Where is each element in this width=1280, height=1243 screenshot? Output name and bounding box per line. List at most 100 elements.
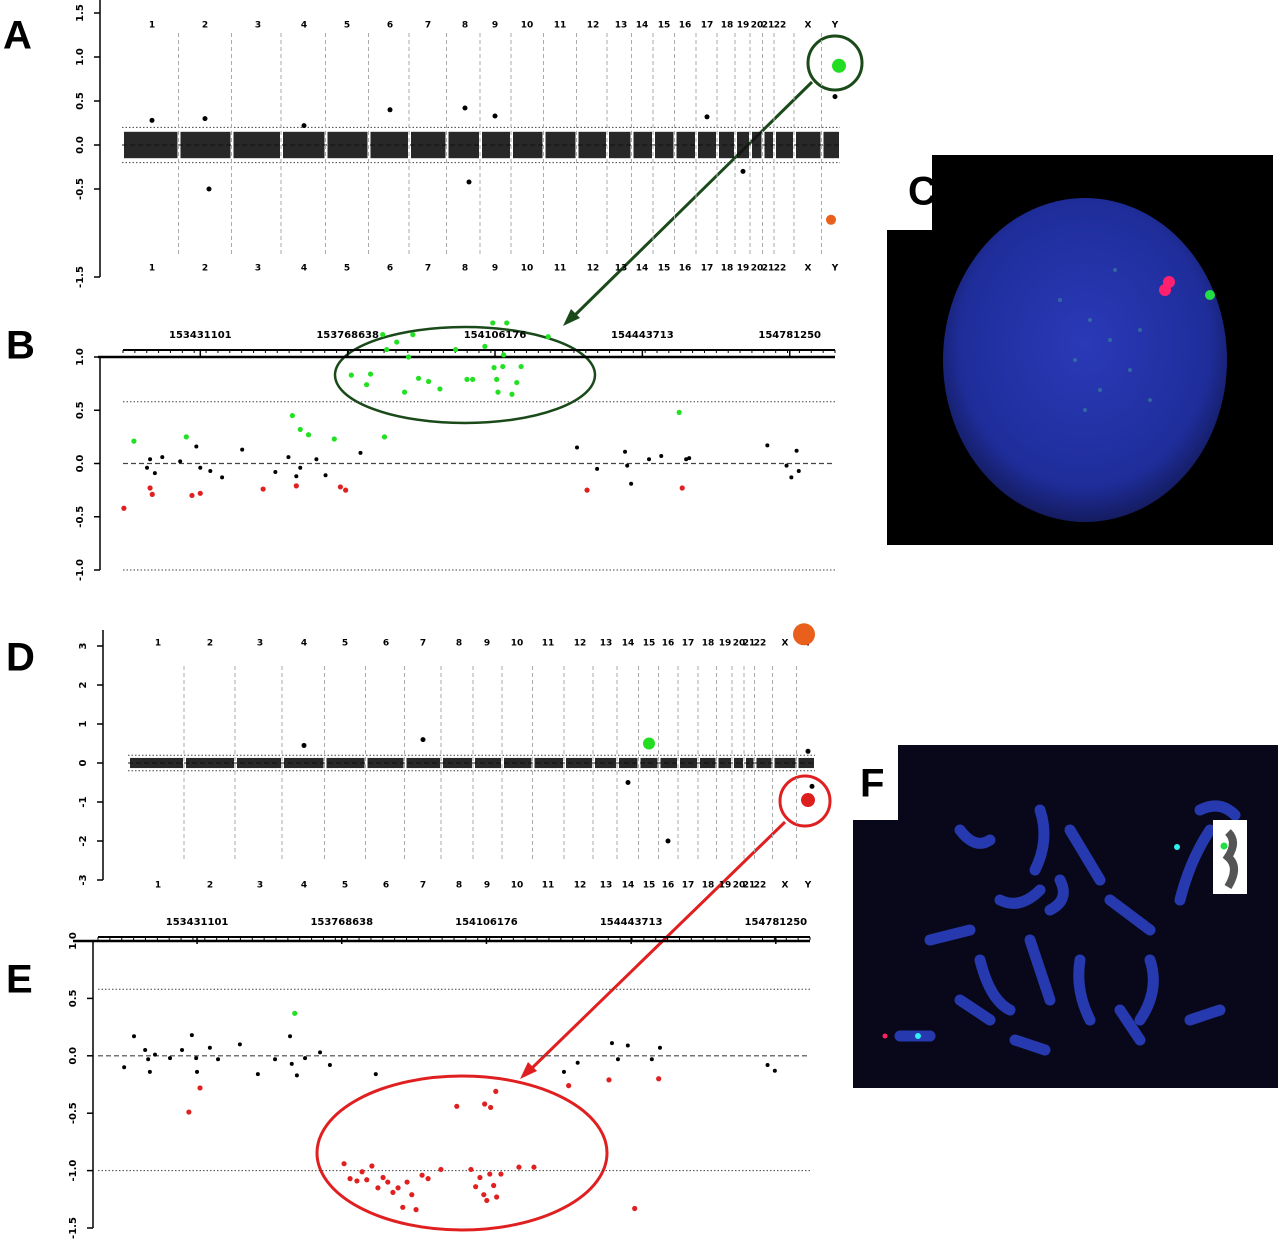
data-point [318, 1050, 323, 1055]
y-tick-label: 1.0 [75, 48, 86, 66]
probe-band [283, 131, 325, 159]
data-point [516, 1164, 522, 1170]
data-point [363, 382, 370, 388]
category-label: 21 [762, 264, 775, 274]
data-point [575, 1060, 580, 1065]
category-label: 3 [255, 21, 261, 31]
category-label: 16 [679, 264, 692, 274]
probe-band [798, 757, 814, 769]
data-point [514, 379, 520, 386]
data-point [122, 1065, 127, 1070]
category-label: 3 [257, 639, 263, 649]
data-point [359, 1169, 365, 1175]
category-label: 7 [420, 881, 426, 891]
data-point [796, 468, 801, 473]
data-point [649, 1057, 654, 1062]
y-tick-label: -2 [78, 835, 89, 846]
category-label: 19 [737, 264, 750, 274]
data-point [419, 1172, 425, 1178]
category-label: 12 [587, 21, 600, 31]
data-point [466, 179, 472, 185]
data-point [255, 1072, 260, 1077]
data-point [684, 457, 689, 462]
panel-label: D [6, 636, 35, 680]
data-point [704, 114, 710, 120]
data-point [373, 1072, 378, 1077]
category-label: 1 [155, 881, 161, 891]
data-point [438, 1166, 444, 1173]
category-label: 9 [492, 264, 498, 274]
annotations [315, 34, 864, 1232]
data-point [323, 473, 328, 478]
data-point [298, 465, 303, 470]
data-point [189, 1033, 194, 1038]
category-label: 18 [702, 639, 715, 649]
category-label: Y [804, 881, 812, 891]
category-label: 5 [344, 264, 350, 274]
x-tick-label: 154781250 [745, 917, 808, 928]
category-label: 21 [743, 639, 756, 649]
category-label: 17 [701, 264, 714, 274]
data-point [314, 457, 319, 462]
probe-band [680, 757, 697, 769]
data-point [494, 376, 500, 382]
x-tick-label: 153431101 [166, 917, 229, 928]
probe-band [655, 131, 674, 159]
category-label: 15 [658, 21, 671, 31]
y-tick-label: -1 [78, 796, 89, 807]
data-point [464, 376, 470, 382]
data-point [632, 1205, 638, 1212]
category-label: Y [831, 264, 839, 274]
category-label: 15 [643, 639, 656, 649]
category-label: 1 [149, 264, 155, 274]
probe-band [448, 131, 479, 159]
data-point [237, 1042, 242, 1047]
probe-band [130, 757, 183, 769]
probe-band [737, 131, 749, 159]
data-point [240, 447, 245, 452]
probe-band [566, 757, 592, 769]
data-point [367, 371, 374, 377]
data-point [337, 484, 343, 490]
category-label: 11 [542, 881, 555, 891]
data-point [765, 1062, 770, 1067]
category-label: 12 [574, 881, 587, 891]
data-point [180, 1048, 185, 1053]
data-point [595, 466, 600, 471]
probe-band [370, 131, 408, 159]
data-point [584, 487, 590, 493]
category-label: 2 [202, 21, 208, 31]
data-point [183, 434, 189, 440]
category-label: 6 [387, 264, 393, 274]
x-tick-label: 154443713 [611, 330, 674, 341]
y-tick-label: 3 [78, 642, 89, 649]
data-point [566, 1083, 572, 1089]
y-tick-label: -0.5 [68, 1102, 79, 1124]
data-point [385, 1179, 391, 1185]
category-label: 4 [301, 639, 307, 649]
probe-band [443, 757, 472, 769]
data-point [794, 448, 799, 453]
data-point [198, 465, 203, 470]
data-point [305, 432, 312, 438]
x-tick-label: 153768638 [316, 330, 379, 341]
y-tick-label: 1.5 [75, 4, 86, 22]
data-point [625, 1043, 630, 1048]
data-point [273, 470, 278, 475]
data-point [609, 1041, 614, 1046]
probe-band [698, 131, 716, 159]
probe-band [633, 131, 652, 159]
category-label: 9 [484, 639, 490, 649]
data-point [381, 434, 388, 440]
data-point [145, 465, 150, 470]
probe-band [513, 131, 543, 159]
category-label: 20 [751, 264, 764, 274]
data-point [575, 445, 580, 450]
probe-band [719, 131, 734, 159]
probe-band [823, 131, 839, 159]
data-point [341, 1161, 347, 1167]
category-label: 16 [662, 881, 675, 891]
category-label: 7 [420, 639, 426, 649]
data-point [195, 1069, 200, 1074]
data-point [375, 1185, 381, 1191]
